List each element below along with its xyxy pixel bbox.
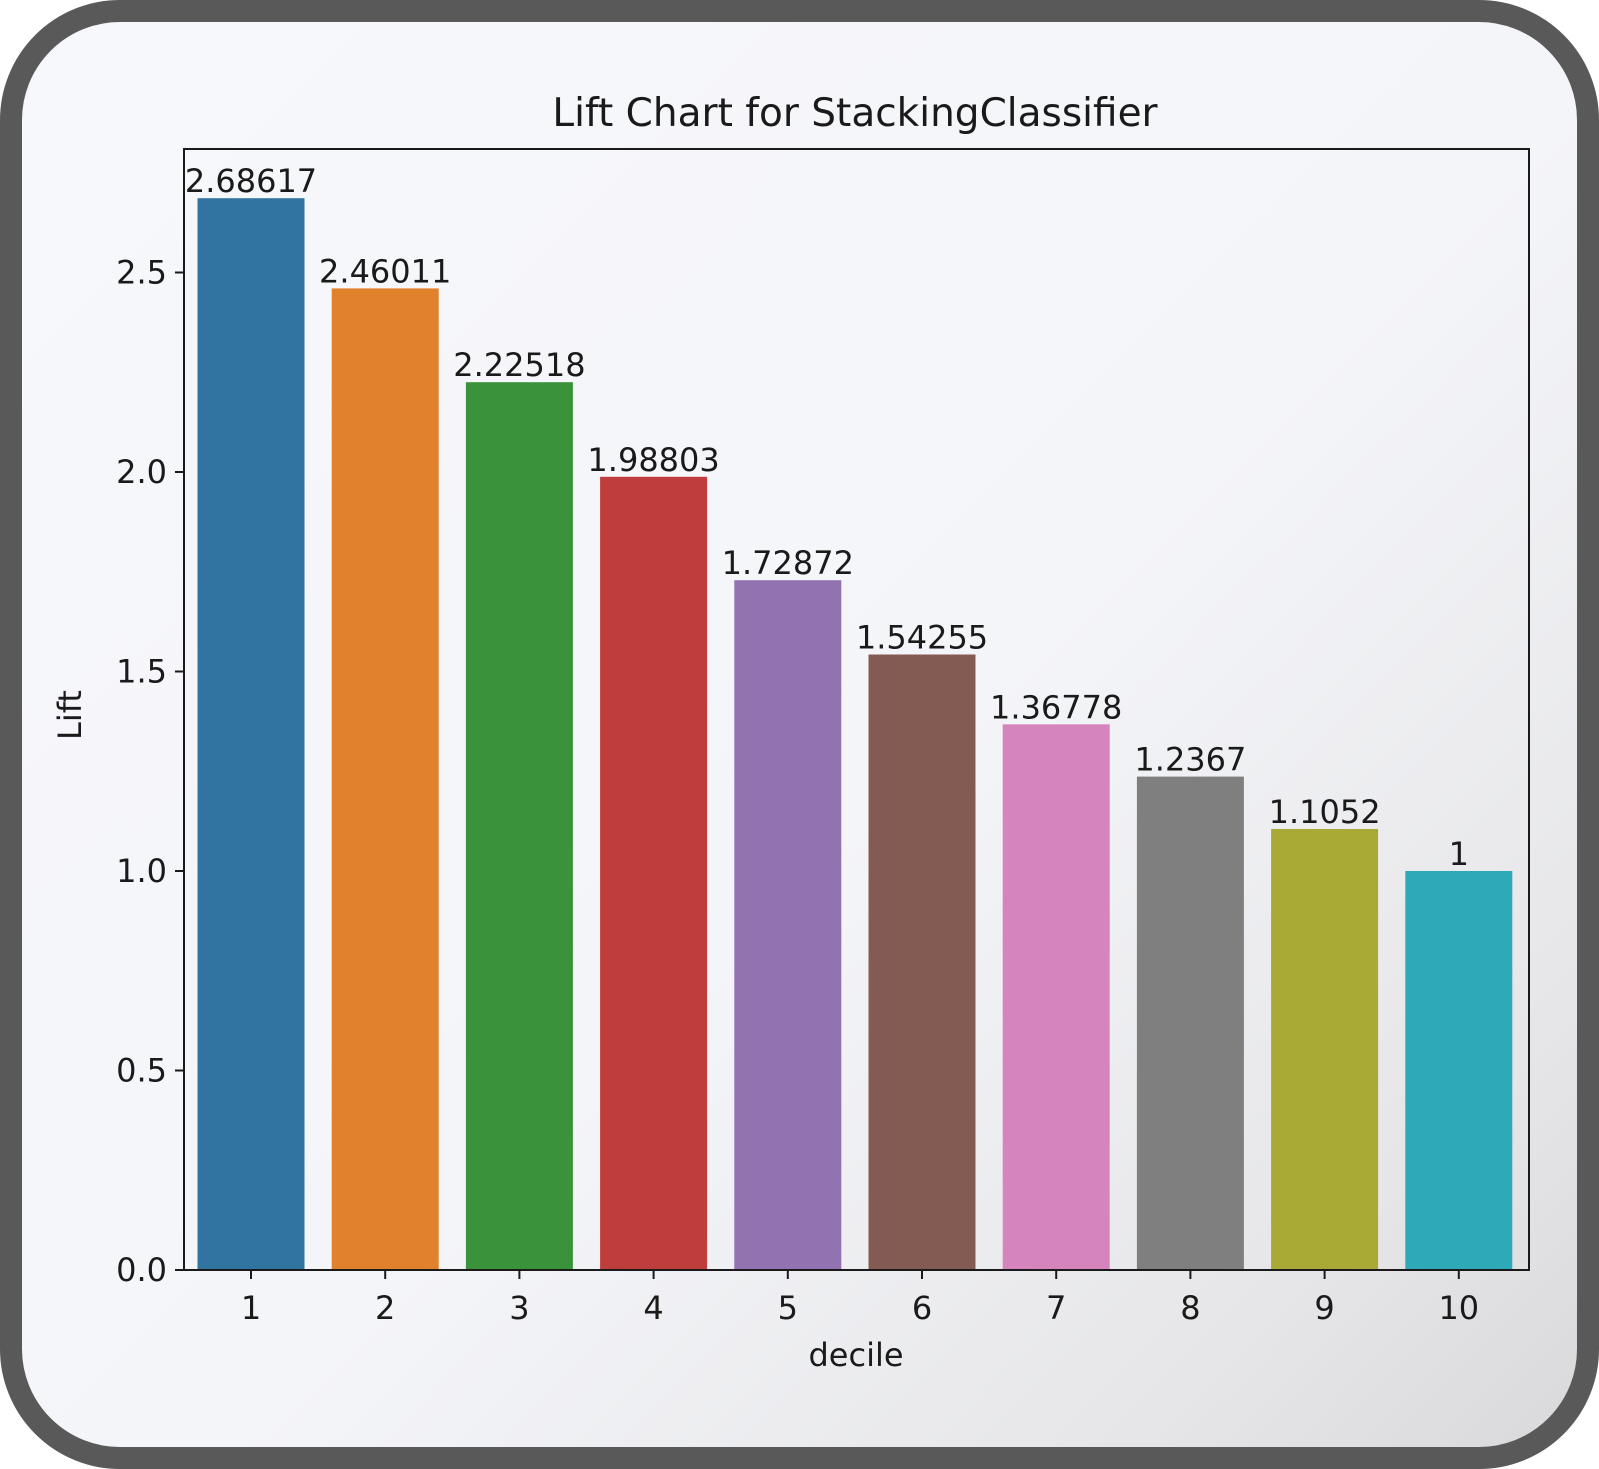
y-tick-label: 2.5 bbox=[116, 254, 167, 292]
x-tick-label: 10 bbox=[1438, 1289, 1479, 1327]
bar-decile-2 bbox=[331, 288, 439, 1270]
bar-value-label: 1.72872 bbox=[722, 544, 854, 582]
y-axis: 0.0 0.5 1.0 1.5 2.0 2.5 bbox=[116, 254, 184, 1289]
chart-title: Lift Chart for StackingClassifier bbox=[552, 91, 1158, 136]
bar-value-label: 2.22518 bbox=[453, 346, 585, 384]
bar-decile-1 bbox=[197, 198, 305, 1271]
bar-decile-4 bbox=[600, 476, 708, 1270]
y-tick-label: 1.5 bbox=[116, 653, 167, 691]
x-tick-label: 7 bbox=[1046, 1289, 1066, 1327]
bar-value-labels: 2.68617 2.46011 2.22518 1.98803 1.728721.542… bbox=[185, 162, 1469, 873]
x-tick-label: 8 bbox=[1180, 1289, 1200, 1327]
bar-value-label: 1.2367 bbox=[1134, 741, 1246, 779]
x-tick-label: 4 bbox=[643, 1289, 663, 1327]
y-tick-label: 2.0 bbox=[116, 453, 167, 491]
bar-value-label: 1 bbox=[1449, 835, 1469, 873]
bar-decile-5 bbox=[734, 580, 842, 1270]
y-tick-label: 1.0 bbox=[116, 852, 167, 890]
x-tick-label: 1 bbox=[241, 1289, 261, 1327]
bar-decile-3 bbox=[465, 382, 573, 1270]
x-tick-label: 2 bbox=[375, 1289, 395, 1327]
bar-value-label: 1.54255 bbox=[856, 619, 988, 657]
bar-decile-6 bbox=[868, 654, 976, 1270]
bar-value-label: 1.1052 bbox=[1269, 793, 1381, 831]
x-tick-label: 6 bbox=[912, 1289, 932, 1327]
x-axis-label: decile bbox=[808, 1336, 903, 1374]
bar-series bbox=[197, 198, 1513, 1271]
x-tick-label: 9 bbox=[1314, 1289, 1334, 1327]
bar-value-label: 1.98803 bbox=[587, 441, 719, 479]
bar-decile-8 bbox=[1136, 776, 1244, 1270]
plot-area-border bbox=[183, 148, 1530, 1271]
x-tick-label: 3 bbox=[509, 1289, 529, 1327]
bar-decile-7 bbox=[1002, 724, 1110, 1270]
bar-value-label: 2.68617 bbox=[185, 162, 317, 200]
bar-decile-9 bbox=[1271, 829, 1379, 1270]
y-tick-label: 0.0 bbox=[116, 1251, 167, 1289]
y-tick-label: 0.5 bbox=[116, 1052, 167, 1090]
x-tick-label: 5 bbox=[778, 1289, 798, 1327]
bar-value-label: 2.46011 bbox=[319, 252, 451, 290]
y-axis-label: Lift bbox=[51, 690, 89, 740]
x-axis: 1 2 3 4 5 6 7 8 9 10 bbox=[241, 1270, 1479, 1327]
bar-decile-10 bbox=[1405, 871, 1513, 1270]
bar-value-label: 1.36778 bbox=[990, 688, 1122, 726]
